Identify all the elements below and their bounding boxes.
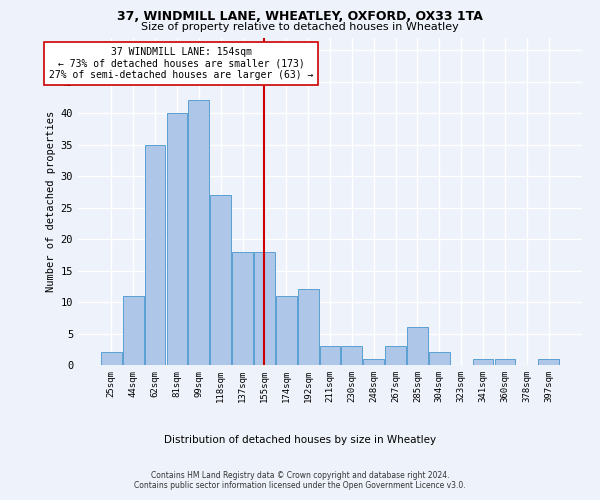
Bar	[232, 252, 253, 365]
Bar	[123, 296, 143, 365]
Bar	[407, 327, 428, 365]
Bar	[364, 358, 384, 365]
Bar	[254, 252, 275, 365]
Bar	[538, 358, 559, 365]
Bar	[429, 352, 450, 365]
Bar	[298, 290, 319, 365]
Text: 37 WINDMILL LANE: 154sqm
← 73% of detached houses are smaller (173)
27% of semi-: 37 WINDMILL LANE: 154sqm ← 73% of detach…	[49, 47, 313, 80]
Text: 37, WINDMILL LANE, WHEATLEY, OXFORD, OX33 1TA: 37, WINDMILL LANE, WHEATLEY, OXFORD, OX3…	[117, 10, 483, 23]
Text: Contains HM Land Registry data © Crown copyright and database right 2024.
Contai: Contains HM Land Registry data © Crown c…	[134, 470, 466, 490]
Bar	[385, 346, 406, 365]
Bar	[341, 346, 362, 365]
Bar	[494, 358, 515, 365]
Bar	[210, 195, 231, 365]
Text: Distribution of detached houses by size in Wheatley: Distribution of detached houses by size …	[164, 435, 436, 445]
Bar	[167, 113, 187, 365]
Bar	[188, 100, 209, 365]
Bar	[276, 296, 296, 365]
Text: Size of property relative to detached houses in Wheatley: Size of property relative to detached ho…	[141, 22, 459, 32]
Bar	[101, 352, 122, 365]
Bar	[320, 346, 340, 365]
Bar	[145, 144, 166, 365]
Bar	[473, 358, 493, 365]
Y-axis label: Number of detached properties: Number of detached properties	[46, 110, 56, 292]
